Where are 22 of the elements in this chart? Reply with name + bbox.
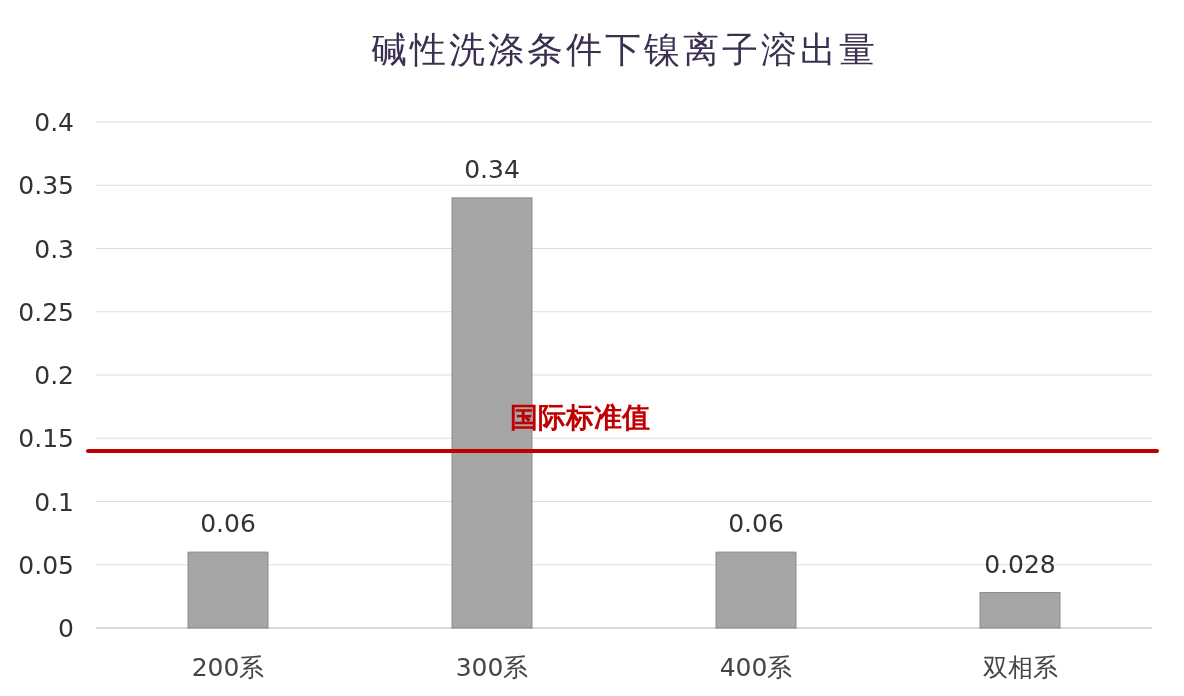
bar [187,551,269,629]
ref-line-label: 国际标准值 [510,400,650,434]
data-label: 0.028 [984,549,1056,579]
x-tick-label: 300系 [455,653,529,682]
x-tick-label: 400系 [719,653,793,682]
y-tick-label: 0.35 [18,171,74,201]
y-tick-label: 0.2 [34,361,74,390]
y-tick-label: 0.4 [34,108,74,137]
data-label: 0.34 [464,154,520,184]
x-tick-label: 200系 [191,653,265,682]
chart-title: 碱性洗涤条件下镍离子溶出量 [370,29,878,70]
data-label: 0.06 [200,509,256,539]
y-tick-label: 0.3 [34,234,74,264]
data-label: 0.06 [728,509,784,539]
bar [715,551,797,629]
y-tick-label: 0.05 [18,550,74,580]
y-tick-label: 0.15 [18,424,74,454]
y-tick-label: 0.25 [18,297,74,327]
x-tick-label: 双相系 [982,653,1058,682]
bar [979,592,1061,629]
y-tick-label: 0.1 [34,487,74,517]
y-tick-label: 0 [58,614,74,643]
